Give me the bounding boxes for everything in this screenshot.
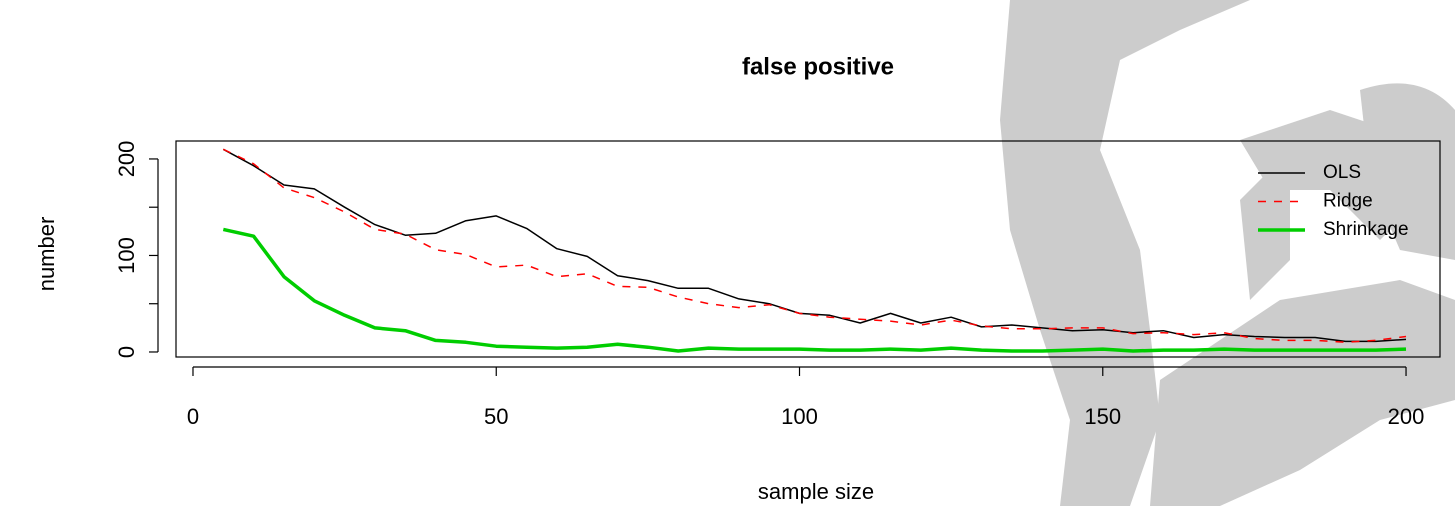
x-tick-label: 200 xyxy=(1388,404,1425,429)
x-tick-label: 150 xyxy=(1084,404,1121,429)
chart-title: false positive xyxy=(742,53,894,80)
series-line xyxy=(222,148,1407,344)
series-line xyxy=(222,227,1407,353)
y-tick-label: 100 xyxy=(114,237,139,274)
x-tick-label: 50 xyxy=(484,404,508,429)
x-axis-label: sample size xyxy=(758,479,874,504)
legend-label: Shrinkage xyxy=(1323,219,1409,240)
background-figure xyxy=(1000,0,1455,506)
y-tick-label: 200 xyxy=(114,141,139,178)
series-line xyxy=(222,148,1407,343)
y-tick-label: 0 xyxy=(114,346,139,358)
y-axis-label: number xyxy=(34,217,59,292)
legend-label: OLS xyxy=(1323,162,1361,183)
x-tick-label: 100 xyxy=(781,404,818,429)
legend-label: Ridge xyxy=(1323,191,1373,212)
plot-box xyxy=(175,140,1441,358)
x-tick-label: 0 xyxy=(187,404,199,429)
